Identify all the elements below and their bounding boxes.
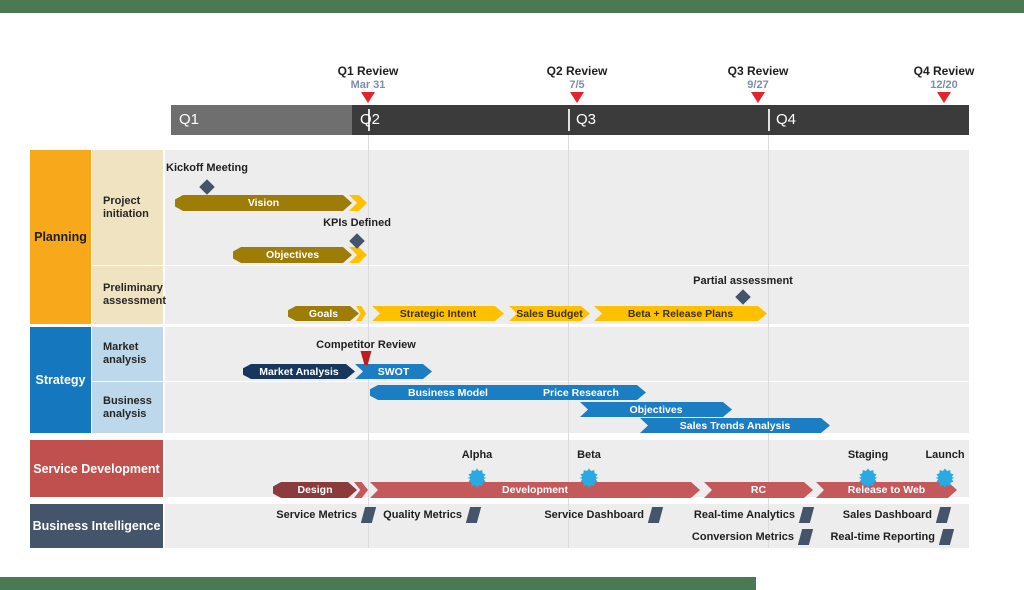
- sub-row-label-business-analysis: Business analysis: [92, 382, 163, 433]
- bottom-green-bar: [0, 577, 756, 590]
- section-label-service-development: Service Development: [30, 440, 163, 497]
- sub-row-label-project-initiation: Project initiation: [92, 150, 163, 265]
- bi-milestone-quality-metrics: Quality Metrics: [383, 507, 482, 523]
- task-bar-swot: SWOT: [355, 364, 432, 379]
- review-date-q1-review: Mar 31: [350, 79, 386, 91]
- review-title-q1-review: Q1 Review: [337, 64, 399, 78]
- parallelogram-marker-icon: [360, 507, 377, 523]
- task-bar-label-price-research: Price Research: [543, 386, 619, 399]
- task-bar-arrow-tip: [356, 306, 366, 321]
- task-bar-sales-budget: Sales Budget: [509, 306, 590, 321]
- task-bar-arrow-tip: [349, 247, 367, 263]
- parallelogram-marker-icon: [465, 507, 482, 523]
- parallelogram-marker-icon: [935, 507, 952, 523]
- task-bar-arrow-tip: [354, 482, 368, 498]
- sub-row-label-market-analysis: Market analysis: [92, 327, 163, 381]
- quarter-tick: [368, 109, 370, 131]
- quarter-segment-q3: Q3: [568, 105, 768, 135]
- bi-milestone-label: Conversion Metrics: [691, 531, 794, 543]
- bi-milestone-label: Service Dashboard: [544, 509, 644, 521]
- quarter-gridline: [768, 135, 769, 548]
- staging-burst-icon: [858, 468, 878, 488]
- quarter-tick: [568, 109, 570, 131]
- bi-milestone-label: Real-time Analytics: [693, 509, 795, 521]
- competitor-review-flag-icon: [360, 351, 372, 365]
- bi-milestone-service-dashboard: Service Dashboard: [544, 507, 664, 523]
- task-bar-vision: Vision: [175, 195, 352, 211]
- parallelogram-marker-icon: [647, 507, 664, 523]
- bi-milestone-label: Service Metrics: [276, 509, 357, 521]
- review-date-q3-review: 9/27: [747, 79, 769, 91]
- parallelogram-marker-icon: [938, 529, 955, 545]
- task-bar-strategic-intent: Strategic Intent: [372, 306, 504, 321]
- review-date-q4-review: 12/20: [930, 79, 958, 91]
- bi-milestone-service-metrics: Service Metrics: [276, 507, 377, 523]
- task-bar-sales-trends-analysis: Sales Trends Analysis: [640, 418, 830, 433]
- launch-burst-icon: [935, 468, 955, 488]
- milestone-label-kpis-defined: KPIs Defined: [323, 217, 391, 229]
- bi-milestone-label: Quality Metrics: [383, 509, 462, 521]
- beta-burst-icon: [579, 468, 599, 488]
- task-bar-goals: Goals: [288, 306, 359, 321]
- quarter-gridline: [368, 135, 369, 548]
- task-bar-label-business-model: Business Model: [408, 386, 488, 399]
- review-marker-icon: [751, 92, 765, 103]
- top-green-bar: [0, 0, 1024, 13]
- task-bar-objectives: Objectives: [233, 247, 352, 263]
- milestone-label-staging: Staging: [847, 449, 889, 461]
- task-bar-market-analysis: Market Analysis: [243, 364, 355, 379]
- lane-row-bg: [165, 504, 969, 548]
- alpha-burst-icon: [467, 468, 487, 488]
- section-label-business-intelligence: Business Intelligence: [30, 504, 163, 548]
- milestone-label-launch: Launch: [925, 449, 965, 461]
- review-title-q3-review: Q3 Review: [727, 64, 789, 78]
- review-title-q2-review: Q2 Review: [546, 64, 608, 78]
- quarter-tick: [768, 109, 770, 131]
- task-bar-development: Development: [370, 482, 700, 498]
- task-bar-business-model: Business Model Price Research: [370, 385, 646, 400]
- bi-milestone-label: Real-time Reporting: [830, 531, 935, 543]
- task-bar-release-to-web: Release to Web: [816, 482, 957, 498]
- task-bar-rc: RC: [704, 482, 813, 498]
- milestone-label-partial-assessment: Partial assessment: [693, 275, 793, 287]
- sub-row-label-preliminary-assessment: Preliminary assessment: [92, 266, 166, 324]
- review-marker-icon: [361, 92, 375, 103]
- section-label-strategy: Strategy: [30, 327, 91, 433]
- review-marker-icon: [937, 92, 951, 103]
- review-date-q2-review: 7/5: [569, 79, 585, 91]
- milestone-label-kickoff-meeting: Kickoff Meeting: [166, 162, 248, 174]
- quarter-segment-q1: Q1: [171, 105, 352, 135]
- section-label-planning: Planning: [30, 150, 91, 324]
- milestone-label-competitor-review: Competitor Review: [316, 339, 416, 351]
- parallelogram-marker-icon: [798, 507, 815, 523]
- bi-milestone-conversion-metrics: Conversion Metrics: [692, 529, 814, 545]
- parallelogram-marker-icon: [797, 529, 814, 545]
- bi-milestone-sales-dashboard: Sales Dashboard: [843, 507, 952, 523]
- bi-milestone-real-time-analytics: Real-time Analytics: [694, 507, 815, 523]
- task-bar-objectives: Objectives: [580, 402, 732, 417]
- review-marker-icon: [570, 92, 584, 103]
- task-bar-design: Design: [273, 482, 357, 498]
- quarter-segment-q2: Q2: [352, 105, 568, 135]
- task-bar-beta-release-plans: Beta + Release Plans: [594, 306, 767, 321]
- milestone-label-beta: Beta: [577, 449, 601, 461]
- quarter-gridline: [568, 135, 569, 548]
- milestone-label-alpha: Alpha: [461, 449, 493, 461]
- bi-milestone-real-time-reporting: Real-time Reporting: [830, 529, 955, 545]
- bi-milestone-label: Sales Dashboard: [842, 509, 932, 521]
- task-bar-arrow-tip: [349, 195, 367, 211]
- quarter-segment-q4: Q4: [768, 105, 969, 135]
- review-title-q4-review: Q4 Review: [913, 64, 975, 78]
